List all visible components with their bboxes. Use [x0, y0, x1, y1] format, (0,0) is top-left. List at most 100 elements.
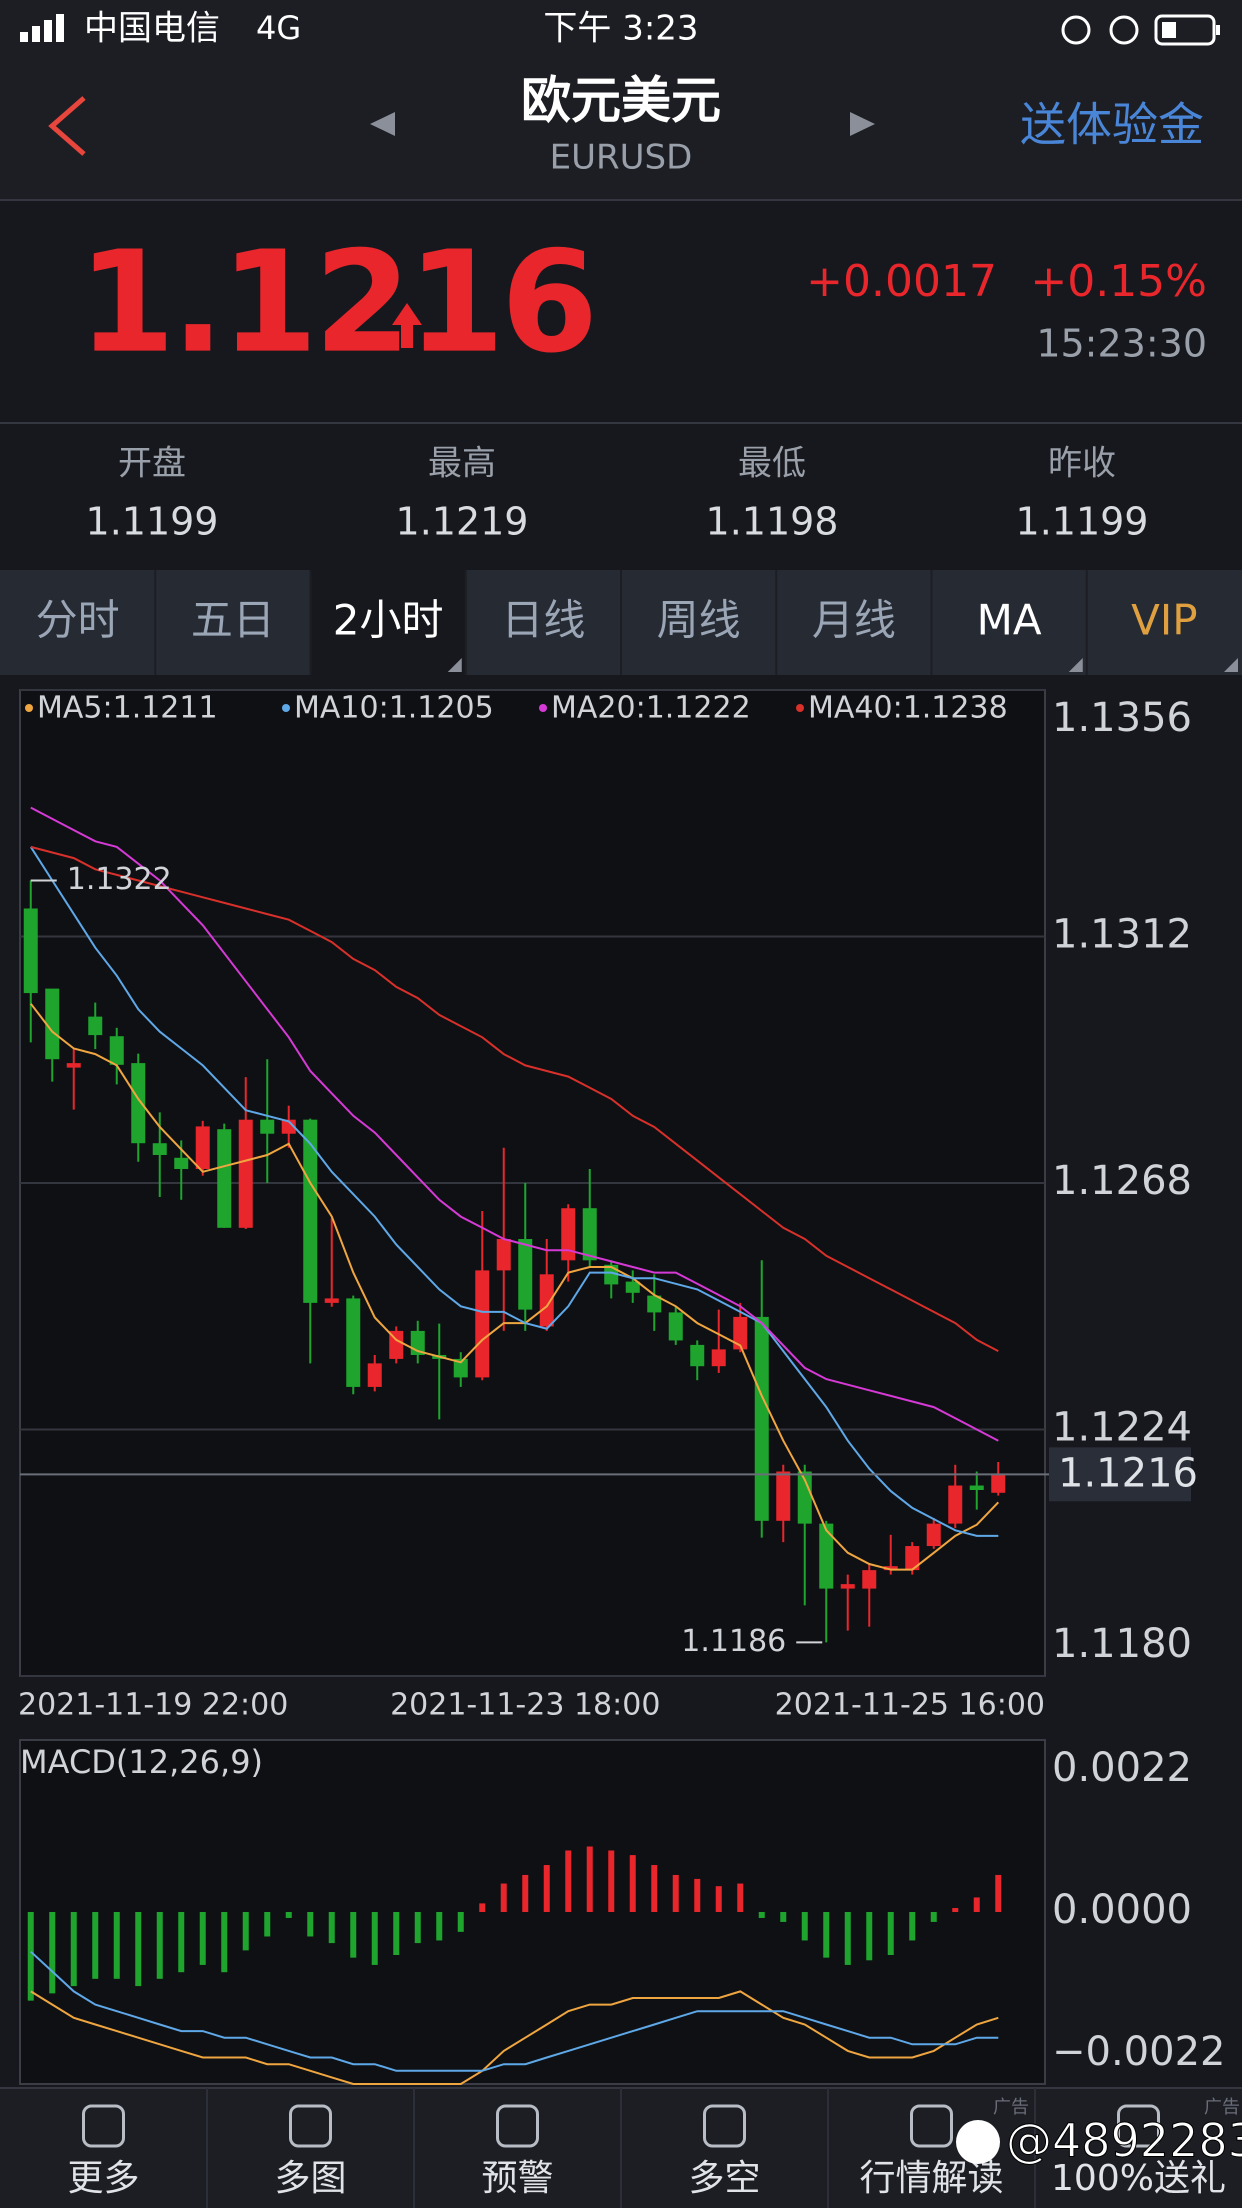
- candle-body: [690, 1344, 705, 1367]
- trial-fund-button[interactable]: 送体验金: [1020, 98, 1204, 152]
- nav-label[interactable]: 100%送礼: [1051, 2158, 1226, 2199]
- macd-bar: [866, 1912, 873, 1961]
- indicator-title: MACD(12,26,9): [20, 1743, 263, 1781]
- stat-label: 最高: [428, 444, 496, 484]
- indicator-line: [30, 845, 999, 1352]
- candle-body: [776, 1471, 791, 1521]
- candle-body: [453, 1358, 468, 1378]
- stat-value: 1.1219: [396, 500, 529, 544]
- macd-bar: [823, 1912, 830, 1958]
- tab-corner: [1224, 658, 1238, 672]
- y-tick-label: 1.1312: [1052, 912, 1192, 958]
- macd-bar: [995, 1874, 1002, 1912]
- macd-bar: [479, 1903, 486, 1912]
- candle-body: [195, 1126, 210, 1169]
- change-percent: +0.15%: [1030, 256, 1207, 307]
- macd-bar: [844, 1912, 851, 1965]
- legend-entry: MA40:1.1238: [808, 691, 1008, 726]
- legend-entry: MA10:1.1205: [294, 691, 494, 726]
- bottom-nav: 更多 多图 预警 多空 行情解读 100%送礼 广告 广告@4892283: [0, 2087, 1242, 2208]
- macd-bar: [909, 1912, 916, 1941]
- candle-body: [518, 1239, 533, 1310]
- candle-body: [819, 1523, 834, 1589]
- candle-body: [647, 1295, 662, 1313]
- candle-body: [561, 1208, 576, 1261]
- macd-bar: [49, 1912, 56, 1994]
- nav-icon: [703, 2104, 746, 2148]
- title: 欧元美元: [521, 72, 721, 130]
- candle-body: [539, 1274, 554, 1327]
- candle-body: [948, 1485, 963, 1524]
- macd-bar: [264, 1912, 271, 1937]
- tab[interactable]: 周线: [657, 596, 741, 645]
- candle-body: [281, 1119, 296, 1134]
- nav-label[interactable]: 多空: [688, 2158, 760, 2199]
- candle-body: [862, 1570, 877, 1589]
- candle-chart: 1.1356 1.1312 1.1268 1.1224 1.1180 MA5:1.1211…: [18, 689, 1198, 1723]
- macd-bar: [199, 1912, 206, 1965]
- macd-bar: [737, 1883, 744, 1912]
- min-label: 1.1186: [681, 1624, 786, 1659]
- nav-label[interactable]: 行情解读: [859, 2158, 1003, 2199]
- legend-entry: MA20:1.1222: [551, 691, 751, 726]
- tab[interactable]: 分时: [36, 596, 120, 645]
- indicator-line: [30, 1003, 1000, 1571]
- tab[interactable]: 五日: [191, 596, 275, 645]
- quote-time: 15:23:30: [1036, 322, 1207, 366]
- macd-bar: [350, 1912, 357, 1958]
- candle-body: [668, 1312, 683, 1341]
- macd-bar: [608, 1850, 615, 1912]
- candle-body: [367, 1363, 382, 1387]
- macd-bar: [70, 1912, 77, 1987]
- back-button[interactable]: [48, 96, 86, 156]
- x-tick-label: 2021-11-23 18:00: [390, 1688, 660, 1723]
- indicator-line: [30, 806, 999, 1442]
- x-tick-label: 2021-11-25 16:00: [775, 1688, 1045, 1723]
- macd-bar: [371, 1912, 378, 1965]
- candle-body: [840, 1584, 855, 1589]
- y-tick-label: −0.0022: [1052, 2029, 1225, 2075]
- macd-bar: [694, 1878, 701, 1912]
- tab[interactable]: 日线: [501, 596, 585, 645]
- tab[interactable]: 2小时: [333, 596, 444, 645]
- macd-bar: [328, 1912, 335, 1944]
- candle-body: [324, 1298, 339, 1303]
- candle-body: [969, 1485, 984, 1491]
- legend-entry: MA5:1.1211: [37, 691, 218, 726]
- macd-bar: [801, 1912, 808, 1941]
- indicator-line: [29, 846, 999, 1537]
- nav-icon: [289, 2104, 332, 2148]
- plot-area: [19, 1739, 1046, 2085]
- macd-bar: [758, 1912, 765, 1918]
- tab[interactable]: MA: [977, 596, 1042, 645]
- macd-bar: [586, 1846, 593, 1912]
- nav-label[interactable]: 更多: [67, 2158, 139, 2199]
- macd-bar: [500, 1883, 507, 1912]
- nav-label[interactable]: 预警: [481, 2158, 553, 2199]
- candle-body: [991, 1474, 1006, 1493]
- ad-label: 广告: [993, 2097, 1029, 2118]
- y-tick-label: 0.0022: [1052, 1745, 1192, 1791]
- candle-body: [711, 1349, 726, 1367]
- tab-corner: [447, 658, 462, 672]
- y-tick-label: 1.1180: [1052, 1621, 1192, 1667]
- stat-value: 1.1199: [86, 500, 219, 544]
- price: 1.1216: [78, 222, 594, 385]
- active-tab: [310, 570, 466, 675]
- clock: 下午 3:23: [543, 9, 698, 49]
- macd-bar: [457, 1912, 464, 1932]
- next-button[interactable]: [850, 112, 875, 136]
- nav-label[interactable]: 多图: [274, 2158, 346, 2199]
- prev-button[interactable]: [370, 112, 395, 136]
- candle-body: [346, 1298, 361, 1387]
- x-tick-label: 2021-11-19 22:00: [18, 1688, 288, 1723]
- macd-chart: 0.0022 0.0000 −0.0022 MACD(12,26,9): [19, 1739, 1225, 2085]
- tab[interactable]: VIP: [1131, 596, 1197, 645]
- candle-body: [475, 1270, 490, 1378]
- candle-body: [389, 1330, 404, 1359]
- stat-value: 1.1199: [1016, 500, 1149, 544]
- legend-dot: [539, 704, 547, 712]
- tab[interactable]: 月线: [812, 596, 896, 645]
- last-price-box: [1049, 1447, 1191, 1502]
- tab-corner: [1068, 658, 1083, 672]
